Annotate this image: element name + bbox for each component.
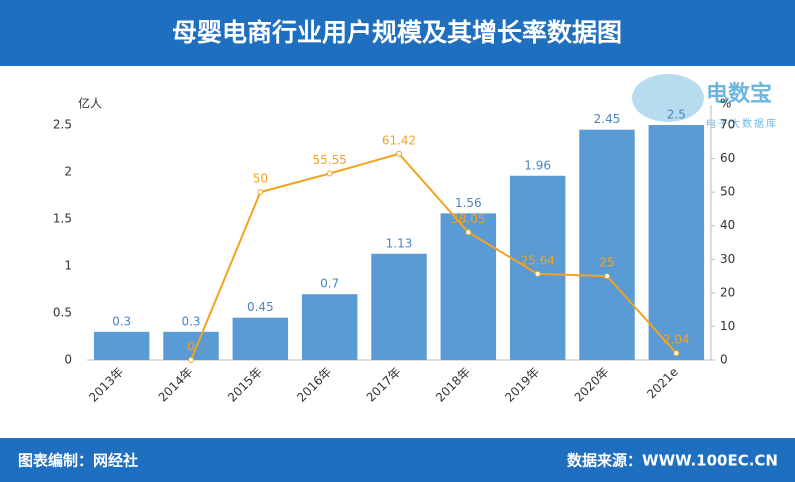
bar	[440, 213, 497, 360]
line-marker	[604, 273, 610, 280]
line	[190, 152, 678, 361]
line-value-label: 61.42	[382, 133, 416, 147]
chart-title: 母婴电商行业用户规模及其增长率数据图	[172, 18, 622, 47]
line-value-label: 25	[599, 256, 614, 270]
line-value-label: 25.64	[520, 253, 554, 267]
y2-tick-label: 50	[720, 185, 735, 199]
line-marker	[534, 270, 541, 277]
logo-title: 电数宝	[706, 81, 772, 107]
line-marker	[673, 350, 680, 357]
x-tick-label: 2020年	[572, 365, 612, 405]
y-tick-label: 1	[64, 259, 72, 273]
line-marker	[326, 170, 333, 177]
x-tick-label: 2014年	[156, 365, 196, 405]
x-tick-label: 2013年	[86, 365, 126, 405]
y-tick-label: 0	[64, 353, 72, 367]
y2-tick-label: 0	[720, 353, 728, 367]
y2-tick-label: 30	[720, 252, 735, 266]
line-value-label: 38.05	[451, 212, 485, 226]
line-marker	[188, 357, 194, 363]
y-axis-label: 亿人	[78, 96, 102, 111]
line-marker	[257, 189, 264, 196]
bar	[371, 253, 427, 360]
y2-axis-label: %	[720, 97, 731, 111]
bar-value-label: 2.45	[594, 112, 621, 126]
y-tick-label: 0.5	[53, 306, 72, 320]
line-value-label: 2.04	[663, 333, 690, 347]
bar	[163, 331, 219, 360]
y2-tick-label: 10	[720, 319, 735, 333]
line-marker	[396, 150, 402, 157]
x-tick-label: 2016年	[294, 365, 334, 405]
y2-tick-label: 70	[720, 118, 735, 132]
bar	[579, 129, 635, 360]
line-value-label: 50	[253, 172, 268, 186]
bar-value-label: 0.3	[181, 314, 200, 328]
line-value-label: 0	[187, 340, 195, 354]
y2-tick-label: 20	[720, 285, 735, 299]
x-tick-label: 2021e	[644, 365, 681, 402]
bar-value-label: 0.3	[112, 314, 131, 328]
bar-value-label: 1.13	[386, 236, 413, 250]
bar-value-label: 2.5	[667, 108, 686, 122]
x-tick-label: 2018年	[433, 365, 473, 405]
logo-cloud	[632, 74, 704, 122]
x-tick-label: 2017年	[364, 365, 404, 405]
bar	[232, 317, 289, 360]
y2-tick-label: 60	[720, 151, 735, 165]
bar-value-label: 0.7	[320, 277, 339, 291]
y-tick-label: 2	[64, 165, 72, 179]
bar-value-label: 0.45	[247, 300, 274, 314]
y-tick-label: 1.5	[53, 212, 72, 226]
line-value-label: 55.55	[312, 153, 346, 167]
footer-left: 图表编制：网经社	[18, 452, 138, 470]
bar-value-label: 1.96	[524, 158, 551, 172]
bar	[648, 125, 705, 360]
logo-subtitle: 电子大数据库	[706, 117, 778, 130]
x-tick-label: 2019年	[502, 365, 542, 405]
logo: 电数宝 电子大数据库	[632, 74, 778, 130]
x-tick-label: 2015年	[225, 365, 265, 405]
header-band	[0, 0, 795, 66]
footer-right: 数据来源：WWW.100EC.CN	[567, 452, 778, 470]
line-marker	[465, 229, 472, 236]
bar	[301, 294, 358, 360]
y2-tick-label: 40	[720, 218, 735, 232]
bar	[93, 331, 150, 360]
footer-band	[0, 438, 795, 482]
y-tick-label: 2.5	[53, 118, 72, 132]
bar-value-label: 1.56	[455, 196, 482, 210]
bar	[509, 175, 566, 360]
